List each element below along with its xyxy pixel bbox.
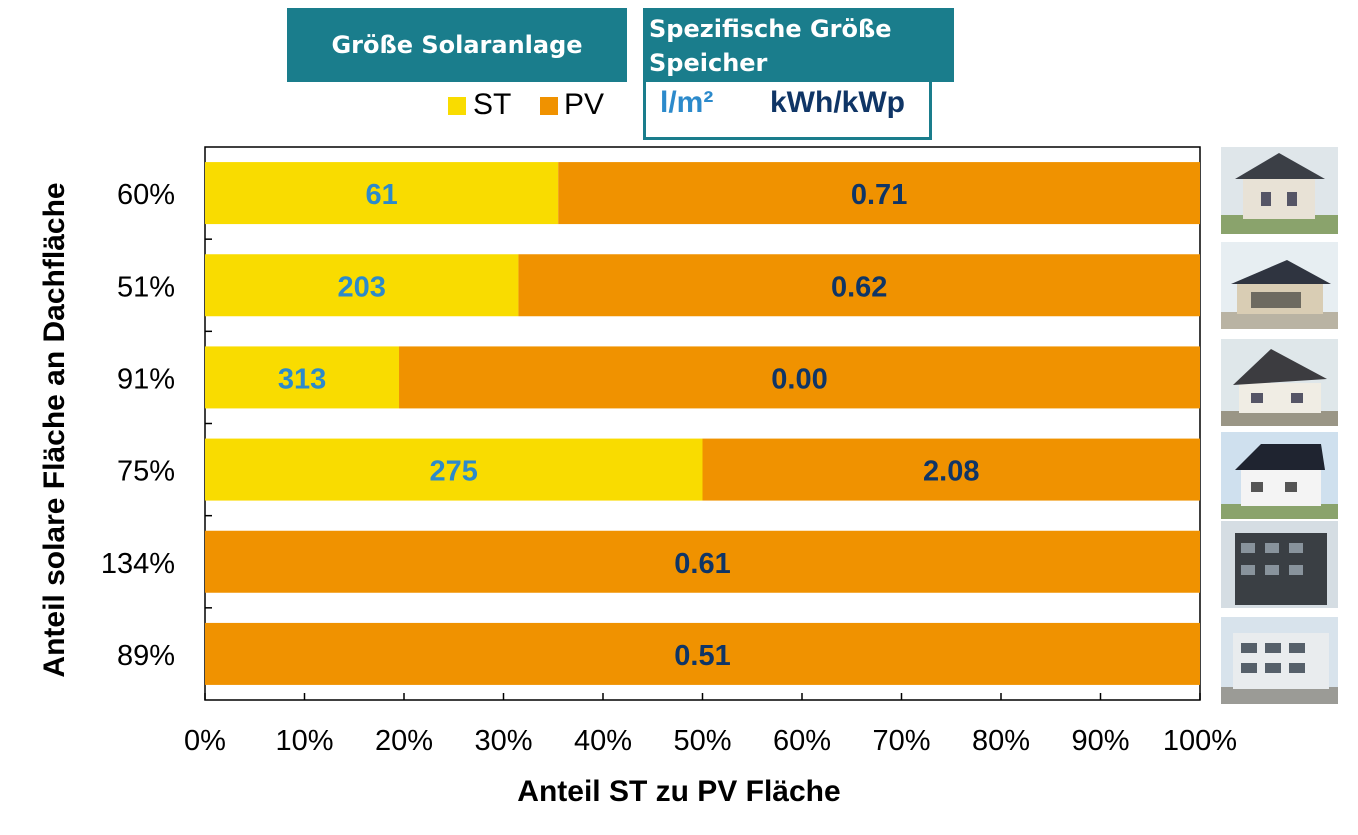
- data-label-pv: 0.00: [771, 363, 827, 395]
- x-axis-title: Anteil ST zu PV Fläche: [517, 775, 841, 808]
- unit-pv: kWh/kWp: [770, 86, 905, 119]
- data-label-pv: 0.62: [831, 271, 887, 303]
- bar-pv: [399, 346, 1200, 409]
- apartment-building-photo: [1221, 617, 1338, 704]
- house-photo: [1221, 147, 1338, 234]
- legend-st-label: ST: [473, 88, 512, 121]
- bar-st: [205, 254, 519, 317]
- bar-pv: [205, 530, 1200, 593]
- y-tick-label: 134%: [101, 548, 175, 580]
- y-tick-label: 91%: [117, 363, 175, 395]
- house-photo: [1221, 339, 1338, 426]
- header-storage-line2: Speicher: [649, 49, 768, 77]
- bar-pv: [558, 162, 1200, 225]
- header-storage-size: Spezifische Größe Speicher: [643, 8, 954, 82]
- y-tick-label: 51%: [117, 271, 175, 303]
- legend-pv-swatch: [540, 97, 558, 115]
- header-solar-size-label: Größe Solaranlage: [331, 31, 583, 59]
- data-label-pv: 0.51: [674, 640, 730, 672]
- bar-st: [205, 162, 559, 225]
- bar-pv: [205, 622, 1200, 685]
- house-photo: [1221, 432, 1338, 519]
- house-photo: [1221, 242, 1338, 329]
- y-tick-label: 75%: [117, 456, 175, 488]
- header-storage-line1: Spezifische Größe: [649, 15, 892, 43]
- legend-pv-label: PV: [564, 88, 605, 121]
- x-tick-label: 50%: [673, 725, 731, 757]
- x-tick-label: 60%: [773, 725, 831, 757]
- data-label-st: 203: [338, 271, 386, 303]
- x-tick-label: 90%: [1071, 725, 1129, 757]
- units-box: [643, 80, 932, 140]
- y-tick-label: 89%: [117, 640, 175, 672]
- data-label-st: 313: [278, 363, 326, 395]
- x-tick-label: 0%: [184, 725, 226, 757]
- data-label-st: 61: [365, 179, 397, 211]
- bar-pv: [518, 254, 1200, 317]
- x-tick-label: 20%: [375, 725, 433, 757]
- x-tick-label: 70%: [872, 725, 930, 757]
- x-tick-label: 40%: [574, 725, 632, 757]
- header-solar-size: Größe Solaranlage: [287, 8, 627, 82]
- apartment-building-photo: [1221, 521, 1338, 608]
- data-label-pv: 0.71: [851, 179, 907, 211]
- x-tick-label: 10%: [275, 725, 333, 757]
- x-tick-label: 80%: [972, 725, 1030, 757]
- bar-st: [205, 346, 400, 409]
- bar-pv: [702, 438, 1200, 501]
- bar-st: [205, 438, 703, 501]
- x-tick-label: 100%: [1163, 725, 1237, 757]
- plot-frame: [204, 146, 1201, 701]
- y-tick-label: 60%: [117, 179, 175, 211]
- data-label-st: 275: [430, 456, 478, 488]
- legend-st-swatch: [448, 97, 466, 115]
- x-tick-label: 30%: [474, 725, 532, 757]
- data-label-pv: 2.08: [923, 456, 979, 488]
- data-label-pv: 0.61: [674, 548, 730, 580]
- unit-st: l/m²: [660, 86, 714, 119]
